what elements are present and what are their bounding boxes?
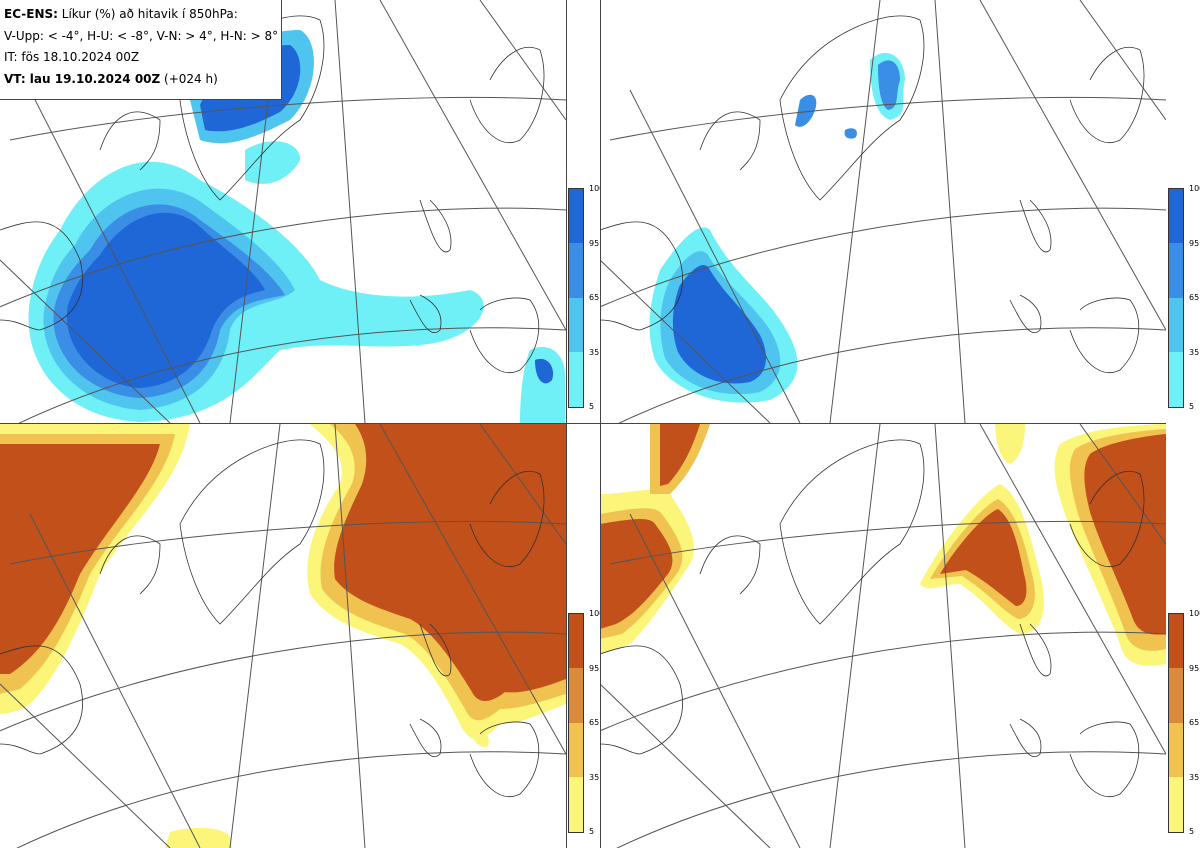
info-line-thresholds: V-Upp: < -4°, H-U: < -8°, V-N: > 4°, H-N…	[4, 28, 279, 43]
map-cold-8	[600, 0, 1166, 423]
colorbar-blue-right: 100 95 65 35 5	[1168, 185, 1200, 411]
colorbar-segment	[1169, 243, 1183, 298]
colorbar-segment	[569, 614, 583, 668]
colorbar-tick: 35	[1189, 348, 1200, 357]
colorbar-blue-left: 100 95 65 35 5	[568, 185, 604, 411]
colorbar-segment	[1169, 777, 1183, 832]
map-warm-4	[0, 424, 566, 848]
colorbar-tick: 5	[1189, 402, 1195, 411]
colorbar-tick: 35	[589, 773, 600, 782]
colorbar-tick: 35	[1189, 773, 1200, 782]
colorbar-tick: 5	[1189, 827, 1195, 836]
colorbar-tick: 95	[589, 664, 600, 673]
colorbar-tick: 95	[589, 239, 600, 248]
colorbar-segment	[569, 298, 583, 352]
colorbar-tick: 5	[589, 827, 595, 836]
colorbar-segment	[1169, 352, 1183, 407]
colorbar-segment	[569, 243, 583, 298]
panel-divider-horizontal	[0, 423, 1166, 424]
colorbar-segment	[1169, 614, 1183, 668]
map-panel-warm-8	[600, 424, 1166, 848]
colorbar-segment	[1169, 298, 1183, 352]
info-line-valid-time: VT: lau 19.10.2024 00Z (+024 h)	[4, 69, 277, 91]
colorbar-orange-right: 100 95 65 35 5	[1168, 610, 1200, 836]
info-line-init-time: IT: fös 18.10.2024 00Z	[4, 50, 140, 64]
info-model-label: EC-ENS:	[4, 7, 58, 21]
colorbar-tick: 35	[589, 348, 600, 357]
coastlines	[0, 439, 545, 797]
info-valid-label: VT: lau 19.10.2024 00Z	[4, 71, 161, 86]
coastlines	[600, 439, 1145, 797]
probability-field	[0, 424, 566, 848]
colorbar-tick: 100	[1189, 609, 1200, 618]
colorbar-segment	[1169, 668, 1183, 723]
map-panel-cold-4: EC-ENS: Líkur (%) að hitavik í 850hPa: V…	[0, 0, 566, 423]
colorbar-tick: 100	[589, 184, 605, 193]
colorbar-orange-left: 100 95 65 35 5	[568, 610, 604, 836]
graticule	[600, 0, 1166, 423]
colorbar-segment	[569, 723, 583, 777]
colorbar-tick: 65	[589, 718, 600, 727]
map-warm-8	[600, 424, 1166, 848]
panel-divider-vertical-right	[600, 0, 601, 848]
panel-divider-vertical-left	[566, 0, 567, 848]
colorbar-segment	[1169, 189, 1183, 243]
probability-field	[649, 52, 905, 403]
colorbar-tick: 5	[589, 402, 595, 411]
info-lead-time: (+024 h)	[160, 71, 218, 86]
colorbar-tick: 65	[589, 293, 600, 302]
colorbar-segment	[569, 352, 583, 407]
info-line-title: EC-ENS: Líkur (%) að hitavik í 850hPa:	[4, 4, 277, 26]
colorbar-tick: 100	[1189, 184, 1200, 193]
coastlines	[600, 15, 1145, 373]
info-title-text: Líkur (%) að hitavik í 850hPa:	[57, 7, 238, 21]
graticule	[0, 424, 566, 848]
colorbar-tick: 65	[1189, 718, 1200, 727]
colorbar-tick: 100	[589, 609, 605, 618]
colorbar-segment	[569, 668, 583, 723]
colorbar-tick: 95	[1189, 664, 1200, 673]
map-panel-warm-4	[0, 424, 566, 848]
graticule	[600, 424, 1166, 848]
colorbar-segment	[569, 189, 583, 243]
graticule	[0, 0, 566, 423]
forecast-info-box: EC-ENS: Líkur (%) að hitavik í 850hPa: V…	[0, 0, 282, 100]
colorbar-tick: 95	[1189, 239, 1200, 248]
colorbar-segment	[1169, 723, 1183, 777]
probability-field	[600, 424, 1166, 666]
colorbar-segment	[569, 777, 583, 832]
map-panel-cold-8	[600, 0, 1166, 423]
colorbar-tick: 65	[1189, 293, 1200, 302]
